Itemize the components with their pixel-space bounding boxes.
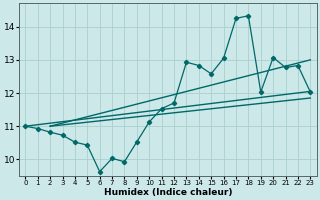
X-axis label: Humidex (Indice chaleur): Humidex (Indice chaleur) (104, 188, 232, 197)
